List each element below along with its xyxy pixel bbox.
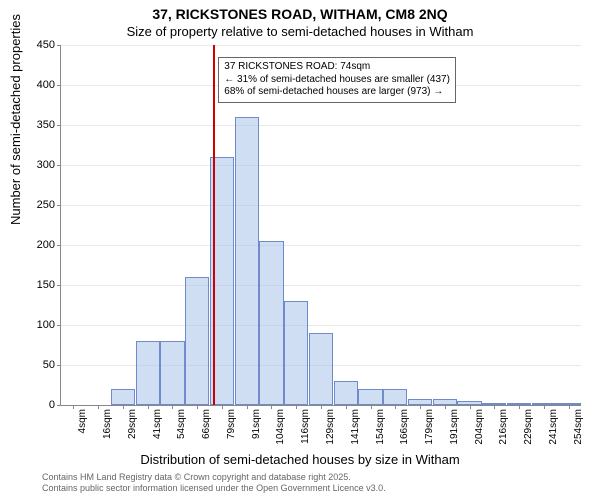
histogram-bar <box>259 241 283 405</box>
histogram-bar <box>358 389 382 405</box>
x-tick-mark <box>321 405 322 409</box>
x-tick-label: 66sqm <box>201 409 212 439</box>
y-tick-mark <box>57 45 61 46</box>
x-tick-label: 241sqm <box>548 409 559 445</box>
x-tick-label: 191sqm <box>449 409 460 445</box>
x-tick-label: 104sqm <box>275 409 286 445</box>
annotation-box: 37 RICKSTONES ROAD: 74sqm← 31% of semi-d… <box>218 57 456 103</box>
x-tick-mark <box>123 405 124 409</box>
y-tick-mark <box>57 85 61 86</box>
histogram-bar <box>284 301 308 405</box>
x-tick-mark <box>371 405 372 409</box>
y-tick-mark <box>57 245 61 246</box>
gridline <box>61 205 581 206</box>
gridline <box>61 325 581 326</box>
x-tick-mark <box>470 405 471 409</box>
y-tick-label: 150 <box>15 279 61 291</box>
x-tick-mark <box>222 405 223 409</box>
histogram-bar <box>334 381 358 405</box>
gridline <box>61 245 581 246</box>
x-tick-label: 29sqm <box>127 409 138 439</box>
x-tick-mark <box>519 405 520 409</box>
x-tick-label: 229sqm <box>523 409 534 445</box>
y-tick-label: 250 <box>15 199 61 211</box>
x-tick-mark <box>148 405 149 409</box>
histogram-bar <box>309 333 333 405</box>
x-tick-label: 91sqm <box>251 409 262 439</box>
histogram-bar <box>160 341 184 405</box>
y-tick-label: 400 <box>15 79 61 91</box>
footer-line-1: Contains HM Land Registry data © Crown c… <box>42 472 386 483</box>
x-tick-label: 4sqm <box>77 409 88 433</box>
x-tick-mark <box>346 405 347 409</box>
x-tick-mark <box>197 405 198 409</box>
x-tick-label: 154sqm <box>375 409 386 445</box>
chart-title: 37, RICKSTONES ROAD, WITHAM, CM8 2NQ <box>0 6 600 22</box>
x-tick-mark <box>395 405 396 409</box>
annotation-line: 68% of semi-detached houses are larger (… <box>224 86 450 99</box>
y-tick-mark <box>57 125 61 126</box>
x-tick-mark <box>271 405 272 409</box>
plot-area: 0501001502002503003504004504sqm16sqm29sq… <box>60 45 581 406</box>
annotation-line: 37 RICKSTONES ROAD: 74sqm <box>224 61 450 74</box>
histogram-chart: 37, RICKSTONES ROAD, WITHAM, CM8 2NQ Siz… <box>0 0 600 500</box>
histogram-bar <box>235 117 259 405</box>
x-tick-label: 179sqm <box>424 409 435 445</box>
footer-attribution: Contains HM Land Registry data © Crown c… <box>42 472 386 494</box>
footer-line-2: Contains public sector information licen… <box>42 483 386 494</box>
gridline <box>61 45 581 46</box>
y-tick-mark <box>57 205 61 206</box>
x-tick-label: 254sqm <box>573 409 584 445</box>
y-tick-label: 0 <box>15 399 61 411</box>
y-tick-label: 50 <box>15 359 61 371</box>
histogram-bar <box>383 389 407 405</box>
x-tick-mark <box>445 405 446 409</box>
gridline <box>61 165 581 166</box>
y-tick-label: 350 <box>15 119 61 131</box>
histogram-bar <box>136 341 160 405</box>
x-axis-label: Distribution of semi-detached houses by … <box>0 452 600 467</box>
y-tick-label: 300 <box>15 159 61 171</box>
gridline <box>61 125 581 126</box>
chart-subtitle: Size of property relative to semi-detach… <box>0 24 600 39</box>
x-tick-mark <box>296 405 297 409</box>
y-tick-mark <box>57 325 61 326</box>
x-tick-mark <box>494 405 495 409</box>
x-tick-mark <box>569 405 570 409</box>
x-tick-label: 204sqm <box>474 409 485 445</box>
reference-line <box>213 45 215 405</box>
histogram-bar <box>185 277 209 405</box>
x-tick-mark <box>544 405 545 409</box>
x-tick-mark <box>247 405 248 409</box>
y-tick-label: 450 <box>15 39 61 51</box>
x-tick-label: 141sqm <box>350 409 361 445</box>
x-tick-label: 129sqm <box>325 409 336 445</box>
annotation-line: ← 31% of semi-detached houses are smalle… <box>224 74 450 87</box>
x-tick-label: 16sqm <box>102 409 113 439</box>
x-tick-label: 41sqm <box>152 409 163 439</box>
x-tick-mark <box>98 405 99 409</box>
y-tick-mark <box>57 405 61 406</box>
x-tick-label: 79sqm <box>226 409 237 439</box>
x-tick-mark <box>420 405 421 409</box>
x-tick-label: 216sqm <box>498 409 509 445</box>
x-tick-mark <box>73 405 74 409</box>
y-tick-mark <box>57 365 61 366</box>
x-tick-label: 116sqm <box>300 409 311 444</box>
histogram-bar <box>111 389 135 405</box>
y-tick-mark <box>57 285 61 286</box>
y-tick-label: 100 <box>15 319 61 331</box>
y-tick-mark <box>57 165 61 166</box>
x-tick-label: 54sqm <box>176 409 187 439</box>
y-tick-label: 200 <box>15 239 61 251</box>
x-tick-mark <box>172 405 173 409</box>
x-tick-label: 166sqm <box>399 409 410 445</box>
gridline <box>61 285 581 286</box>
